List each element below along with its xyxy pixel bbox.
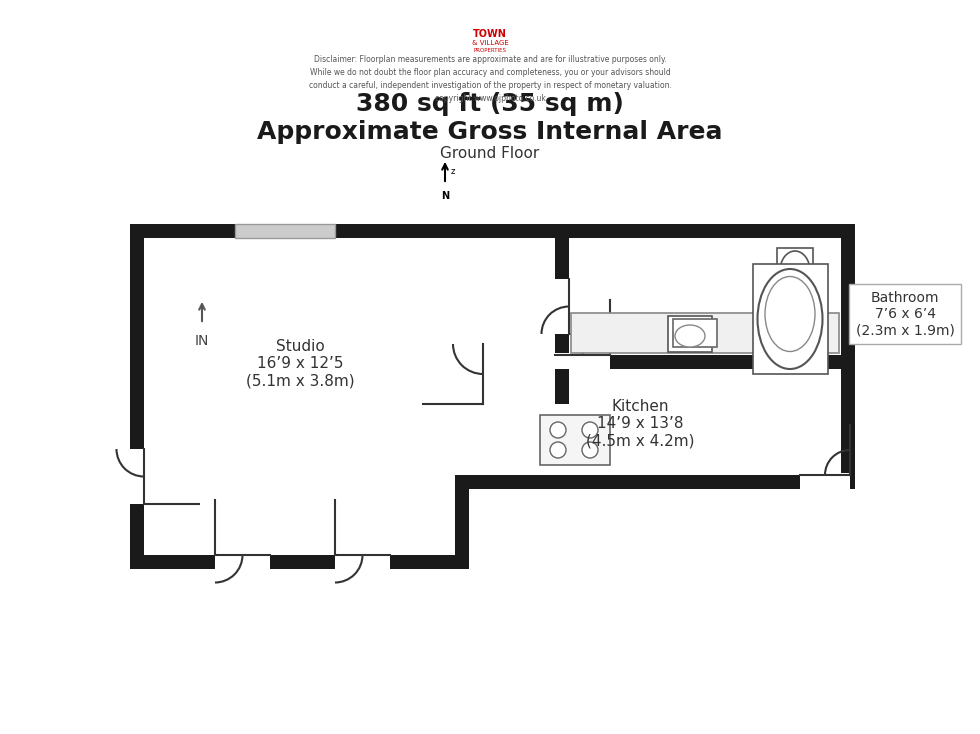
Text: N: N bbox=[441, 191, 449, 201]
Text: Approximate Gross Internal Area: Approximate Gross Internal Area bbox=[258, 120, 723, 144]
Polygon shape bbox=[144, 238, 841, 555]
Bar bbox=[555, 224, 569, 404]
Ellipse shape bbox=[765, 277, 815, 352]
Bar bbox=[555, 355, 855, 369]
Bar bbox=[215, 553, 270, 569]
Text: 380 sq ft (35 sq m): 380 sq ft (35 sq m) bbox=[356, 92, 624, 116]
Ellipse shape bbox=[758, 269, 822, 369]
Bar bbox=[130, 449, 146, 504]
Text: IN: IN bbox=[195, 334, 209, 348]
Bar bbox=[555, 353, 610, 369]
Bar bbox=[753, 264, 828, 374]
Bar bbox=[130, 224, 855, 238]
Ellipse shape bbox=[675, 325, 705, 347]
Bar bbox=[777, 248, 813, 266]
Bar bbox=[130, 555, 469, 569]
Text: Kitchen
14’9 x 13’8
(4.5m x 4.2m): Kitchen 14’9 x 13’8 (4.5m x 4.2m) bbox=[586, 399, 694, 449]
Bar bbox=[540, 415, 610, 465]
Bar bbox=[673, 319, 717, 347]
Bar bbox=[235, 224, 335, 238]
Bar bbox=[800, 473, 850, 489]
Circle shape bbox=[550, 442, 566, 458]
Bar bbox=[668, 316, 712, 352]
Text: z: z bbox=[451, 167, 455, 175]
Text: Disclaimer: Floorplan measurements are approximate and are for illustrative purp: Disclaimer: Floorplan measurements are a… bbox=[309, 55, 671, 103]
Text: Bathroom
7’6 x 6’4
(2.3m x 1.9m): Bathroom 7’6 x 6’4 (2.3m x 1.9m) bbox=[856, 291, 955, 337]
Text: TOWN: TOWN bbox=[473, 29, 507, 39]
Bar bbox=[335, 553, 390, 569]
Text: Studio
16’9 x 12’5
(5.1m x 3.8m): Studio 16’9 x 12’5 (5.1m x 3.8m) bbox=[246, 339, 355, 389]
Bar bbox=[841, 224, 855, 489]
Ellipse shape bbox=[780, 251, 810, 291]
Bar bbox=[130, 224, 144, 569]
Bar bbox=[455, 475, 855, 489]
Text: PROPERTIES: PROPERTIES bbox=[473, 48, 507, 53]
Bar bbox=[555, 279, 571, 334]
Bar bbox=[469, 344, 488, 404]
Circle shape bbox=[550, 422, 566, 438]
Bar bbox=[455, 489, 469, 569]
Bar bbox=[455, 475, 469, 489]
Bar bbox=[571, 313, 839, 353]
Circle shape bbox=[582, 422, 598, 438]
Bar bbox=[235, 222, 335, 240]
Text: & VILLAGE: & VILLAGE bbox=[471, 40, 509, 46]
Circle shape bbox=[582, 442, 598, 458]
Text: Ground Floor: Ground Floor bbox=[440, 147, 540, 161]
